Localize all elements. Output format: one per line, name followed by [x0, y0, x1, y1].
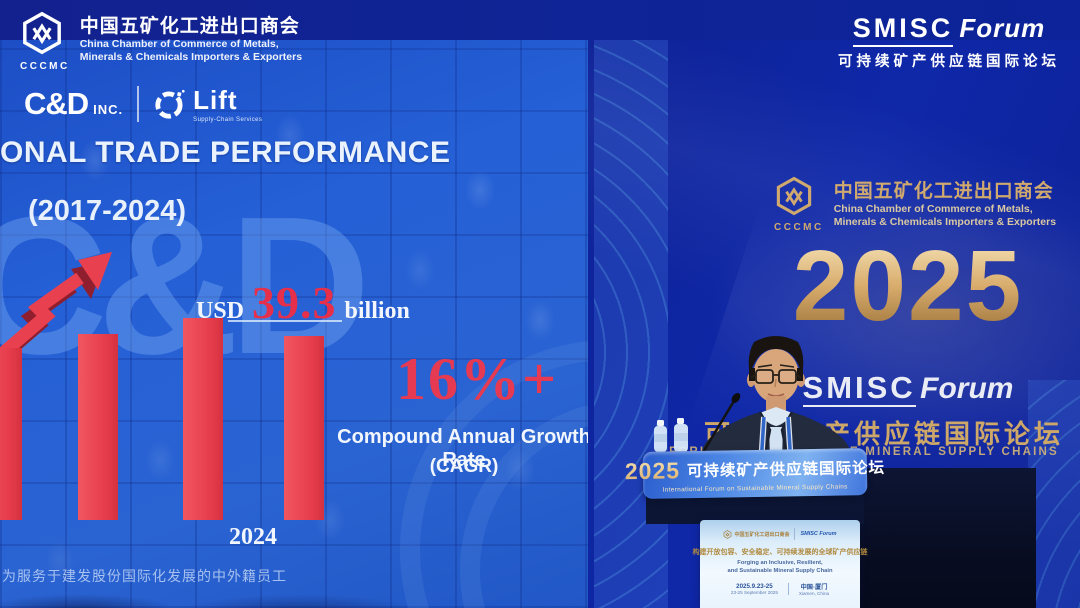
cd-inc-suffix: INC. [93, 102, 124, 117]
podium-microphone [700, 393, 741, 455]
backdrop-cccmc-icon: CCCMC [774, 176, 824, 233]
forum-theme-en-1: Forging an Inclusive, Resilient, [737, 560, 823, 566]
backdrop-forum-text: Forum [920, 372, 1014, 405]
backdrop-cccmc-zh: 中国五矿化工进出口商会 [833, 181, 1054, 202]
podium-title-band: 2025 可持续矿产供应链国际论坛 International Forum on… [625, 448, 885, 499]
usd-underline [228, 320, 342, 322]
panel-logo-divider [794, 528, 796, 540]
presentation-screen: C&D C&D INC. Lift Supply-Chain Services … [0, 40, 591, 608]
backdrop-cccmc-en-1: China Chamber of Commerce of Metals, [833, 203, 1033, 215]
podium-band-year: 2025 [624, 456, 681, 484]
smisc-logo-text: SMISC [852, 13, 954, 47]
smisc-forum-logo-block: SMISC Forum 可持续矿产供应链国际论坛 [834, 13, 1064, 71]
backdrop-cccmc-en-2: Minerals & Chemicals Importers & Exporte… [833, 215, 1057, 228]
trade-bar [78, 334, 118, 520]
forum-date-place: 2025.9.23-25 23-25 September 2025 中国·厦门 … [731, 582, 829, 596]
backdrop-smisc-text: SMISC [802, 370, 916, 407]
smisc-logo-forum-text: Forum [959, 13, 1046, 43]
slide-title: ONAL TRADE PERFORMANCE [0, 136, 451, 169]
cccmc-abbr: CCCMC [20, 61, 70, 72]
podium-panel-smisc: SMISC Forum [800, 531, 837, 537]
forum-theme-en-2: and Sustainable Mineral Supply Chain [727, 567, 833, 574]
side-wall-arcs [594, 40, 668, 608]
growth-arrow-icon [0, 252, 112, 364]
forum-place-zh: 中国·厦门 [800, 584, 828, 591]
lift-logo-icon [153, 87, 187, 121]
podium-body [646, 494, 864, 524]
slide-subtitle-years: (2017-2024) [28, 195, 186, 227]
trade-bar [284, 336, 324, 520]
logo-divider [137, 86, 140, 122]
cccmc-logo-block: CCCMC 中国五矿化工进出口商会 China Chamber of Comme… [20, 11, 302, 72]
podium-cccmc-icon [723, 530, 732, 539]
cd-inc-logo: C&D [24, 86, 89, 121]
year-axis-label: 2024 [229, 524, 277, 550]
backdrop-cccmc-abbr: CCCMC [774, 222, 824, 233]
forum-date-en: 23-25 September 2025 [730, 590, 778, 595]
backdrop-year-2025: 2025 [758, 236, 1058, 336]
forum-place-en: Xiamen, China [798, 591, 830, 596]
podium-band-en: International Forum on Sustainable Miner… [662, 482, 848, 494]
backdrop-cccmc-block: CCCMC 中国五矿化工进出口商会 China Chamber of Comme… [774, 176, 1056, 233]
cagr-label-line1: Compound Annual Growth Rate [337, 426, 591, 471]
date-place-divider [787, 583, 789, 595]
forum-theme-zh: 构建开放包容、安全稳定、可持续发展的全球矿产供应链 [692, 549, 868, 556]
lift-logo-subtext: Supply-Chain Services [193, 117, 263, 123]
lift-logo-text: Lift [193, 85, 238, 115]
cccmc-logo-icon: CCCMC [20, 11, 70, 72]
usd-unit: billion [344, 298, 410, 324]
cccmc-name-zh: 中国五矿化工进出口商会 [79, 16, 300, 37]
trade-bar [0, 348, 22, 520]
cccmc-name-en-2: Minerals & Chemicals Importers & Exporte… [79, 50, 303, 63]
podium-panel-cccmc: 中国五矿化工进出口商会 [723, 530, 789, 539]
cagr-label-line2: (CAGR) [429, 456, 499, 477]
water-bottles [654, 418, 688, 452]
top-banner [0, 0, 1080, 40]
usd-value-line: USD 39.3 billion [196, 276, 410, 329]
podium-band-zh: 可持续矿产供应链国际论坛 [686, 459, 886, 481]
usd-value: 39.3 [252, 277, 337, 328]
usd-prefix: USD [196, 298, 245, 324]
podium-front-panel: 中国五矿化工进出口商会 SMISC Forum 构建开放包容、安全稳定、可持续发… [693, 520, 868, 608]
podium-panel-logos: 中国五矿化工进出口商会 SMISC Forum [723, 528, 837, 540]
side-wall-arcs [1028, 380, 1080, 608]
trade-bar [183, 318, 223, 520]
cccmc-name-en-1: China Chamber of Commerce of Metals, [79, 38, 279, 50]
stage-shadow-area [852, 468, 1036, 608]
slide-footnote-zh: 为服务于建发股份国际化发展的中外籍员工 [2, 568, 287, 584]
audience-silhouette [0, 592, 588, 608]
smisc-name-zh: 可持续矿产供应链国际论坛 [838, 54, 1060, 70]
forum-date-zh: 2025.9.23-25 [736, 583, 773, 590]
cagr-value: 16%+ [396, 346, 559, 412]
slide-partner-logos: C&D INC. Lift Supply-Chain Services [24, 85, 262, 123]
backdrop-smisc-logo: SMISC Forum [748, 370, 1068, 407]
